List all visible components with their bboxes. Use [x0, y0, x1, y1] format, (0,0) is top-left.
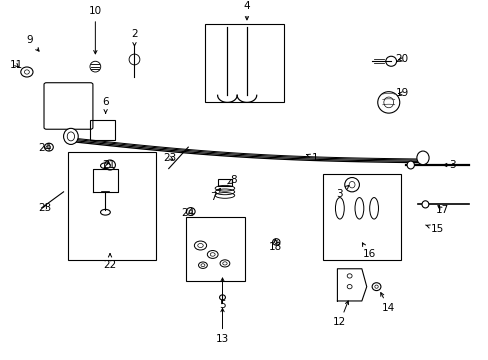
Ellipse shape — [416, 151, 428, 165]
Text: 3: 3 — [442, 160, 455, 170]
Text: 24: 24 — [181, 208, 195, 218]
Text: 14: 14 — [380, 293, 395, 313]
Text: 17: 17 — [435, 205, 448, 215]
Text: 8: 8 — [227, 175, 237, 185]
Bar — [90, 120, 115, 140]
Text: 9: 9 — [26, 35, 39, 51]
Text: 5: 5 — [219, 278, 225, 310]
Bar — [68, 153, 156, 260]
Text: 4: 4 — [243, 1, 250, 20]
Text: 23: 23 — [38, 203, 52, 213]
Ellipse shape — [421, 201, 428, 208]
Text: 7: 7 — [210, 188, 220, 202]
Bar — [205, 24, 283, 102]
Text: 6: 6 — [102, 98, 109, 113]
Text: 22: 22 — [103, 254, 117, 270]
Text: 15: 15 — [425, 224, 444, 234]
Text: 23: 23 — [163, 153, 177, 163]
Ellipse shape — [63, 129, 78, 144]
Text: 20: 20 — [395, 54, 407, 64]
Text: 19: 19 — [394, 89, 408, 98]
Bar — [322, 174, 400, 260]
Bar — [217, 179, 232, 186]
Text: 21: 21 — [102, 160, 115, 170]
Text: 12: 12 — [332, 301, 348, 328]
Text: 24: 24 — [38, 143, 52, 153]
Text: 3: 3 — [336, 185, 348, 199]
Text: 1: 1 — [306, 153, 318, 163]
Text: 10: 10 — [89, 6, 102, 54]
Text: 18: 18 — [268, 239, 282, 252]
Bar — [185, 217, 244, 281]
Text: 11: 11 — [9, 60, 23, 70]
Text: 2: 2 — [131, 30, 138, 46]
Text: 16: 16 — [362, 243, 375, 260]
Text: 13: 13 — [215, 309, 229, 344]
Ellipse shape — [406, 161, 414, 169]
